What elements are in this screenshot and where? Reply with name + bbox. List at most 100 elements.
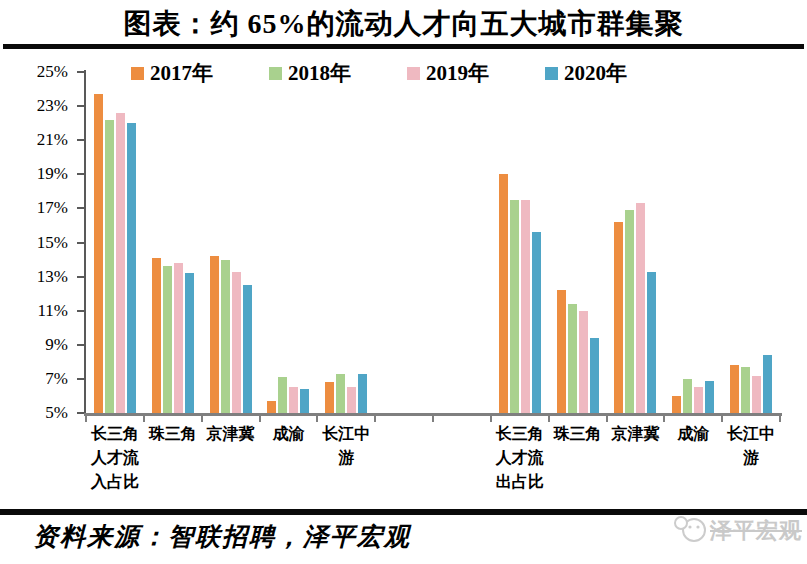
bar: [289, 387, 298, 413]
x-axis-category-label-line: 成渝: [664, 422, 722, 446]
bar: [185, 273, 194, 413]
bar: [325, 382, 334, 413]
bar: [347, 387, 356, 413]
mascot-logo-icon: [673, 514, 707, 548]
x-axis-category-label: 长江中游: [317, 422, 375, 470]
bar: [163, 266, 172, 413]
bar: [532, 232, 541, 413]
bar: [221, 260, 230, 413]
bar: [741, 367, 750, 413]
bar-group: [549, 72, 607, 413]
bar: [636, 203, 645, 413]
y-axis-tick: [77, 242, 84, 244]
y-axis-tick-label: 11%: [37, 301, 68, 321]
bar: [568, 304, 577, 413]
bar: [672, 396, 681, 413]
bar: [625, 210, 634, 413]
x-axis-category-label: 长三角人才流出占比: [491, 422, 549, 494]
bar: [510, 200, 519, 413]
y-axis-labels: 25%23%21%19%17%15%13%11%9%7%5%: [10, 72, 76, 413]
bar: [116, 113, 125, 413]
x-axis-category-label-line: 长三角: [491, 422, 549, 446]
bar: [127, 123, 136, 413]
x-axis-category-label-line: 入占比: [86, 470, 144, 494]
y-axis-tick-label: 5%: [45, 403, 68, 423]
x-axis-category-label-line: 游: [722, 446, 780, 470]
x-axis-category-label-line: 京津冀: [202, 422, 260, 446]
bar: [358, 374, 367, 413]
bar: [300, 389, 309, 413]
bar: [614, 222, 623, 413]
y-axis-tick: [77, 139, 84, 141]
bar: [105, 120, 114, 413]
bar-plot: 长三角人才流入占比珠三角京津冀成渝长江中游长三角人才流出占比珠三角京津冀成渝长江…: [86, 72, 780, 413]
x-axis-category-label: 成渝: [260, 422, 318, 446]
y-axis-tick-label: 25%: [37, 62, 68, 82]
x-axis-category-label-line: 珠三角: [144, 422, 202, 446]
x-axis-category-label-line: 京津冀: [607, 422, 665, 446]
x-axis-category-label: 成渝: [664, 422, 722, 446]
bar: [705, 381, 714, 413]
bar: [232, 272, 241, 414]
bar-group: [317, 72, 375, 413]
y-axis-tick: [77, 173, 84, 175]
x-axis-category-label-line: 长三角: [86, 422, 144, 446]
page: 图表：约 65%的流动人才向五大城市群集聚 2017年2018年2019年202…: [0, 0, 807, 564]
y-axis-tick: [77, 105, 84, 107]
bar-group: [144, 72, 202, 413]
y-axis-tick-label: 23%: [37, 96, 68, 116]
x-axis-category-label: 珠三角: [144, 422, 202, 446]
bar: [278, 377, 287, 413]
bar: [94, 94, 103, 413]
y-axis-tick-label: 7%: [45, 369, 68, 389]
bar: [267, 401, 276, 413]
source-note: 资料来源：智联招聘，泽平宏观: [33, 520, 411, 553]
x-axis-category-label: 长三角人才流入占比: [86, 422, 144, 494]
bar: [683, 379, 692, 413]
bar-group: [491, 72, 549, 413]
bar: [730, 365, 739, 413]
bar: [752, 376, 761, 414]
bar-group: [260, 72, 318, 413]
bar: [579, 311, 588, 413]
bar: [210, 256, 219, 413]
y-axis-tick-label: 17%: [37, 198, 68, 218]
bar-group: [202, 72, 260, 413]
bar: [243, 285, 252, 413]
y-axis-tick: [77, 344, 84, 346]
y-axis-tick: [77, 378, 84, 380]
bar-group: [664, 72, 722, 413]
y-axis-tick: [77, 276, 84, 278]
x-axis-category-label: 长江中游: [722, 422, 780, 470]
bar-group: [722, 72, 780, 413]
x-axis-category-label-line: 珠三角: [549, 422, 607, 446]
y-axis-tick: [77, 412, 84, 414]
x-axis-tick: [432, 416, 434, 422]
bar: [499, 174, 508, 413]
bar: [647, 272, 656, 414]
bar: [174, 263, 183, 413]
title-divider-rule: [3, 44, 804, 49]
x-axis-category-label-line: 长江中: [317, 422, 375, 446]
y-axis-tick-label: 9%: [45, 335, 68, 355]
x-axis-category-label-line: 人才流: [86, 446, 144, 470]
x-axis-category-label-line: 人才流: [491, 446, 549, 470]
x-axis-category-label-line: 长江中: [722, 422, 780, 446]
x-axis-category-label-line: 游: [317, 446, 375, 470]
bar-group: [607, 72, 665, 413]
y-axis-tick: [77, 310, 84, 312]
bar: [763, 355, 772, 413]
bar: [152, 258, 161, 413]
y-axis-tick-label: 13%: [37, 267, 68, 287]
y-axis-tick: [77, 207, 84, 209]
x-axis-category-label: 京津冀: [202, 422, 260, 446]
bar: [557, 290, 566, 413]
x-axis-category-label-line: 出占比: [491, 470, 549, 494]
x-axis-category-label: 京津冀: [607, 422, 665, 446]
y-axis-tick-label: 21%: [37, 130, 68, 150]
y-axis-tick: [77, 71, 84, 73]
watermark: 泽平宏观: [673, 514, 802, 548]
y-axis-tick-label: 19%: [37, 164, 68, 184]
bar-group: [86, 72, 144, 413]
chart-title: 图表：约 65%的流动人才向五大城市群集聚: [0, 5, 807, 43]
